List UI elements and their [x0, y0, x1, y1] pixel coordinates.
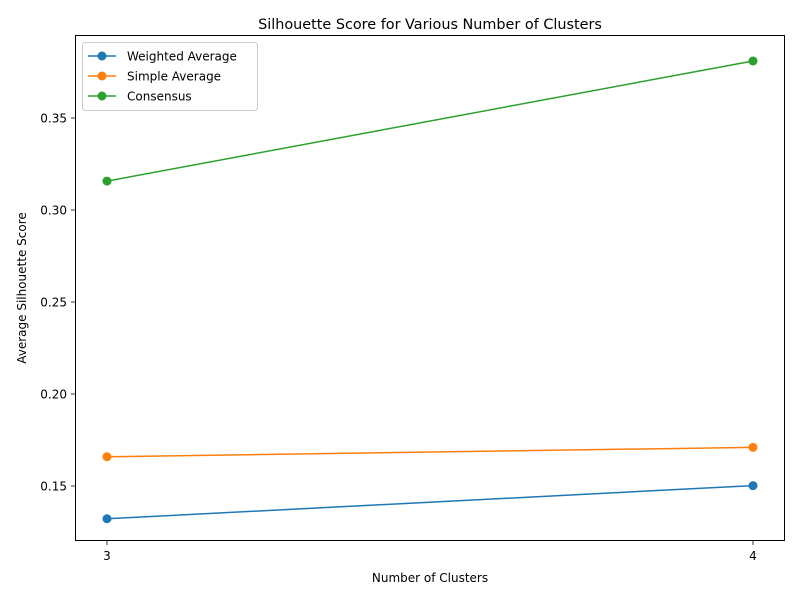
- series-line-2: [106, 60, 754, 182]
- legend-label: Consensus: [127, 90, 192, 104]
- x-axis-label: Number of Clusters: [372, 571, 488, 585]
- series-line-1: [106, 446, 754, 458]
- data-point: [748, 56, 758, 66]
- data-point: [748, 481, 758, 491]
- axes-frame: [75, 35, 785, 541]
- y-axis-label: Average Silhouette Score: [15, 212, 29, 364]
- data-point: [102, 514, 112, 524]
- legend-marker: [97, 51, 107, 61]
- x-tick-label: 3: [103, 549, 111, 563]
- legend-marker: [97, 71, 107, 81]
- x-tick-label: 4: [749, 549, 757, 563]
- y-tick-label: 0.20: [40, 388, 67, 402]
- legend-marker: [97, 91, 107, 101]
- data-point: [102, 176, 112, 186]
- legend: Weighted Average Simple Average Consensus: [82, 42, 258, 111]
- data-point: [102, 452, 112, 462]
- data-point: [748, 442, 758, 452]
- y-tick-label: 0.25: [40, 296, 67, 310]
- y-tick-label: 0.15: [40, 480, 67, 494]
- y-axis-ticks: 0.15 0.20 0.25 0.30 0.35: [40, 112, 75, 494]
- plot-area: [102, 56, 758, 524]
- legend-label: Simple Average: [127, 70, 221, 84]
- y-tick-label: 0.35: [40, 112, 67, 126]
- series-line-0: [106, 484, 754, 520]
- y-tick-label: 0.30: [40, 204, 67, 218]
- chart-title: Silhouette Score for Various Number of C…: [258, 17, 602, 33]
- legend-label: Weighted Average: [127, 50, 237, 64]
- legend-box: [82, 42, 258, 111]
